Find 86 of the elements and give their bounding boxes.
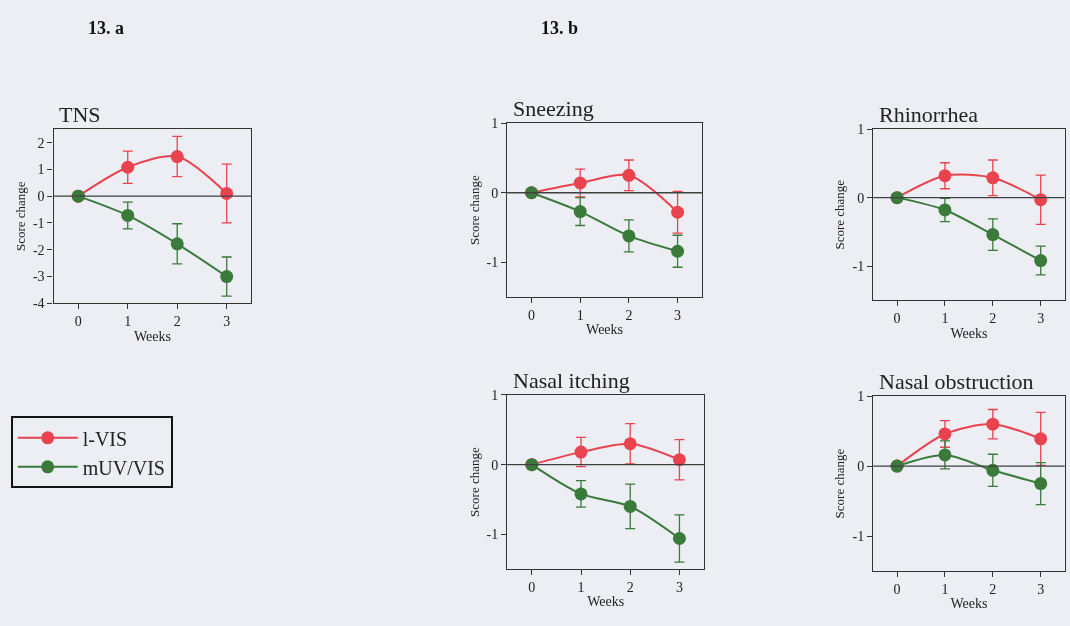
point [938, 203, 952, 217]
point [672, 531, 686, 545]
x-tick-label: 1 [941, 311, 949, 327]
legend-label: mUV/VIS [82, 456, 165, 479]
text: 13. b [541, 18, 579, 38]
x-tick-label: 3 [674, 308, 682, 324]
y-tick-label: -1 [486, 255, 499, 271]
x-tick-label: 3 [675, 580, 683, 596]
point [220, 187, 234, 200]
y-axis-title: Score change [832, 179, 848, 250]
x-tick-label: 2 [989, 581, 997, 597]
x-axis-title: Weeks [586, 322, 624, 338]
y-tick-label: 1 [491, 387, 499, 403]
y-tick-label: 2 [37, 135, 45, 151]
y-tick-label: -1 [852, 528, 865, 544]
point [573, 176, 587, 190]
y-tick-label: 1 [857, 122, 865, 138]
y-tick-label: -1 [32, 215, 45, 231]
point [574, 445, 588, 459]
y-tick-label: -1 [852, 258, 865, 274]
point [671, 244, 685, 258]
y-tick-label: 0 [37, 189, 45, 205]
chart-title: Rhinorrhea [879, 102, 979, 127]
y-tick-label: 0 [857, 190, 865, 206]
x-tick-label: 1 [577, 580, 585, 596]
x-tick-label: 1 [124, 314, 132, 330]
chart-title: Sneezing [513, 96, 594, 121]
point [938, 448, 952, 462]
x-axis-title: Weeks [950, 596, 988, 612]
point [1034, 432, 1048, 446]
y-tick-label: 1 [37, 162, 45, 178]
y-tick-label: 0 [857, 459, 865, 475]
point [671, 205, 685, 219]
y-tick-label: -3 [32, 269, 45, 285]
point [623, 499, 637, 513]
x-tick-label: 1 [576, 308, 584, 324]
y-axis-title: Score change [12, 181, 28, 252]
point [220, 270, 234, 284]
y-tick-label: 0 [491, 185, 499, 201]
point [938, 169, 952, 183]
point [1034, 477, 1048, 491]
x-tick-label: 2 [626, 580, 634, 596]
y-axis-title: Score change [466, 447, 482, 517]
point [574, 487, 588, 501]
x-tick-label: 0 [528, 308, 536, 324]
x-tick-label: 2 [173, 314, 181, 330]
x-tick-label: 3 [223, 314, 231, 330]
point [1034, 254, 1048, 268]
x-axis-title: Weeks [587, 594, 625, 610]
point [573, 205, 587, 219]
y-axis-title: Score change [832, 448, 848, 519]
point [622, 229, 636, 243]
chart-title: Nasal itching [513, 368, 630, 393]
point [121, 208, 135, 222]
point [170, 150, 184, 164]
point [121, 160, 135, 174]
y-tick-label: 1 [857, 389, 865, 405]
x-axis-title: Weeks [950, 325, 988, 341]
point [672, 453, 686, 467]
y-tick-label: 0 [491, 457, 499, 473]
x-tick-label: 3 [1037, 311, 1045, 327]
y-tick-label: -4 [32, 296, 45, 312]
legend-label: l-VIS [82, 427, 128, 450]
y-tick-label: -2 [32, 242, 45, 258]
x-tick-label: 2 [625, 308, 633, 324]
point [986, 417, 1000, 431]
point [986, 228, 1000, 242]
x-tick-label: 0 [893, 581, 901, 597]
y-axis-title: Score change [466, 175, 482, 245]
x-axis-title: Weeks [133, 328, 171, 344]
chart-title: Nasal obstruction [879, 369, 1034, 394]
y-tick-label: 1 [491, 115, 499, 131]
point [170, 237, 184, 251]
point [938, 427, 952, 441]
text: 13. a [88, 18, 124, 38]
y-tick-label: -1 [486, 527, 499, 543]
x-tick-label: 0 [528, 580, 536, 596]
point [623, 437, 637, 451]
point [622, 168, 636, 182]
x-tick-label: 0 [893, 311, 901, 327]
point [986, 171, 1000, 185]
x-tick-label: 0 [74, 314, 82, 330]
x-tick-label: 1 [941, 581, 949, 597]
chart-title: TNS [59, 102, 101, 127]
x-tick-label: 2 [989, 311, 997, 327]
x-tick-label: 3 [1037, 581, 1045, 597]
